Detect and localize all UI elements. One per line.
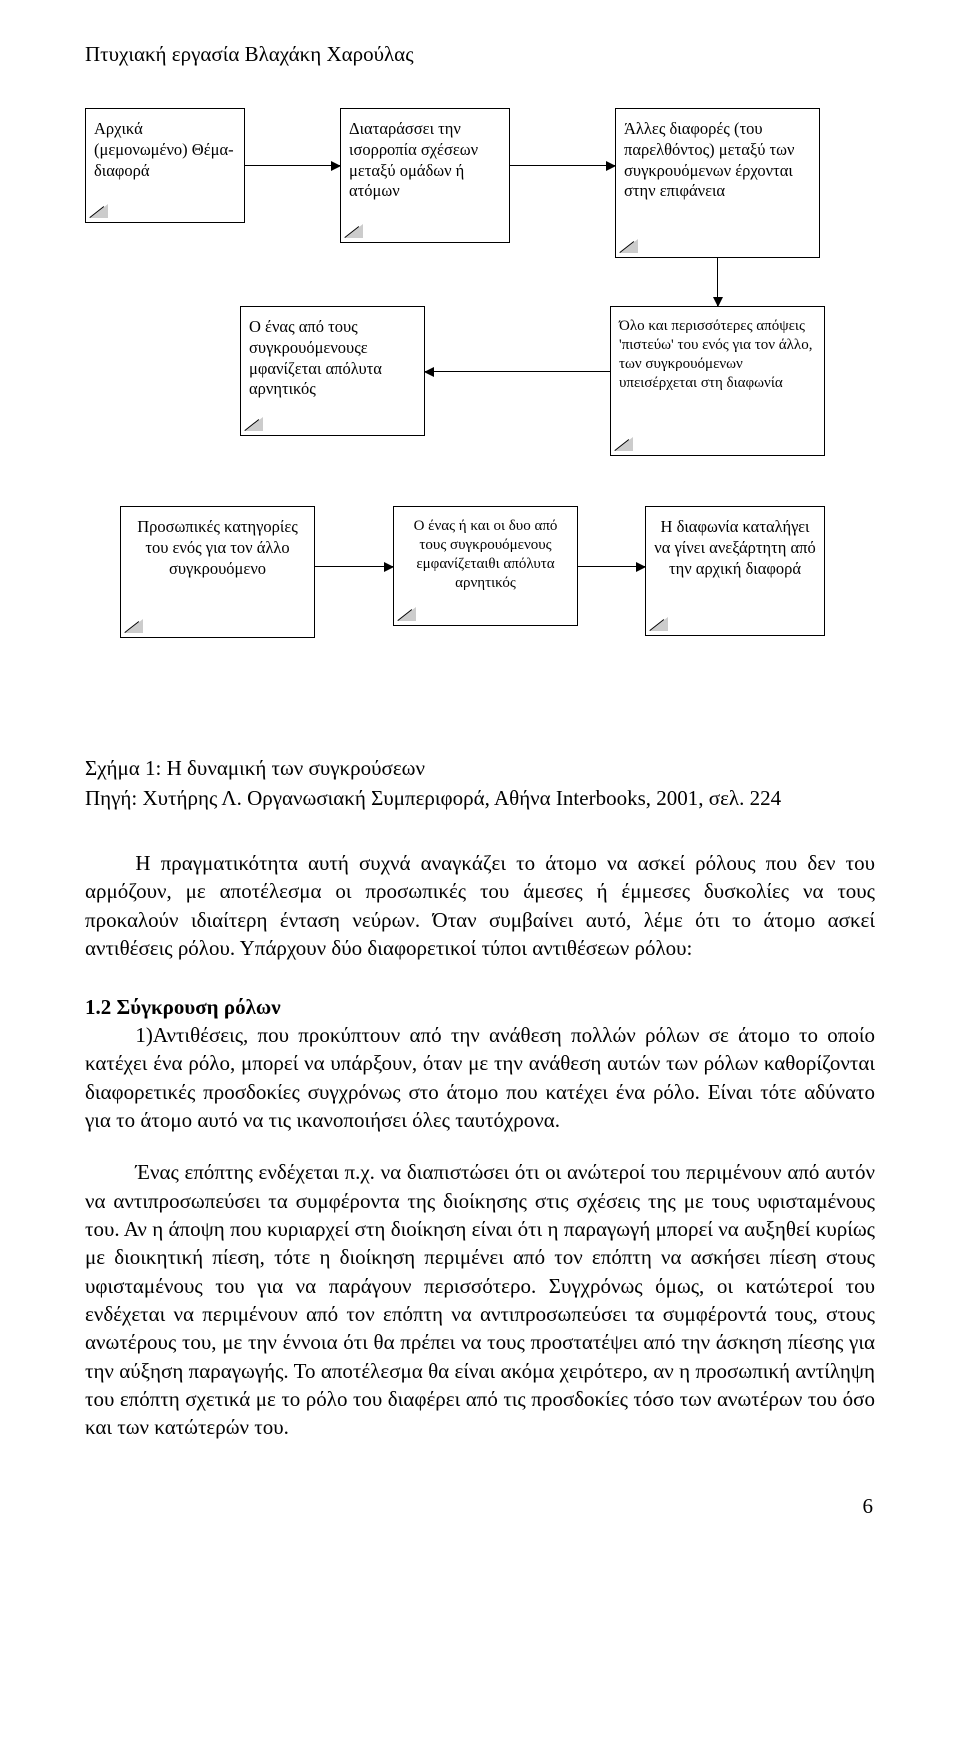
- flow-box-1-text: Αρχικά (μεμονωμένο) Θέμα-διαφορά: [94, 119, 236, 181]
- flow-box-6-text: Προσωπικές κατηγορίες του ενός για τον ά…: [129, 517, 306, 579]
- fold-icon: [90, 204, 108, 218]
- flow-box-8-text: Η διαφωνία καταλήγει να γίνει ανεξάρτητη…: [654, 517, 816, 579]
- figure-caption: Σχήμα 1: Η δυναμική των συγκρούσεων Πηγή…: [85, 754, 875, 813]
- flow-box-1: Αρχικά (μεμονωμένο) Θέμα-διαφορά: [85, 108, 245, 223]
- fold-icon: [398, 607, 416, 621]
- arrow: [425, 371, 610, 372]
- flow-box-7: Ο ένας ή και οι δυο από τους συγκρουόμεν…: [393, 506, 578, 626]
- paragraph-2-text: 1)Αντιθέσεις, που προκύπτουν από την ανά…: [85, 1021, 875, 1134]
- flow-box-3: Άλλες διαφορές (του παρελθόντος) μεταξύ …: [615, 108, 820, 258]
- fold-icon: [650, 617, 668, 631]
- fold-icon: [245, 417, 263, 431]
- flow-box-8: Η διαφωνία καταλήγει να γίνει ανεξάρτητη…: [645, 506, 825, 636]
- arrow: [510, 165, 615, 166]
- page-header: Πτυχιακή εργασία Βλαχάκη Χαρούλας: [85, 40, 875, 68]
- fold-icon: [620, 239, 638, 253]
- paragraph-1-text: Η πραγματικότητα αυτή συχνά αναγκάζει το…: [85, 849, 875, 962]
- paragraph-3-text: Ένας επόπτης ενδέχεται π.χ. να διαπιστώσ…: [85, 1158, 875, 1441]
- paragraph-3: Ένας επόπτης ενδέχεται π.χ. να διαπιστώσ…: [85, 1158, 875, 1441]
- paragraph-2: 1)Αντιθέσεις, που προκύπτουν από την ανά…: [85, 1021, 875, 1134]
- section-heading: 1.2 Σύγκρουση ρόλων: [85, 993, 875, 1021]
- flowchart: Αρχικά (μεμονωμένο) Θέμα-διαφορά Διαταρά…: [85, 108, 875, 748]
- caption-line-1: Σχήμα 1: Η δυναμική των συγκρούσεων: [85, 754, 875, 783]
- arrow: [315, 566, 393, 567]
- flow-box-4-text: Ο ένας από τους συγκρουόμενουςε μφανίζετ…: [249, 317, 416, 400]
- arrow: [578, 566, 645, 567]
- arrow: [245, 165, 340, 166]
- arrow: [717, 258, 718, 306]
- fold-icon: [345, 224, 363, 238]
- flow-box-5: Όλο και περισσότερες απόψεις 'πιστεύω' τ…: [610, 306, 825, 456]
- flow-box-5-text: Όλο και περισσότερες απόψεις 'πιστεύω' τ…: [619, 317, 816, 392]
- paragraph-1: Η πραγματικότητα αυτή συχνά αναγκάζει το…: [85, 849, 875, 962]
- page-number: 6: [85, 1492, 875, 1520]
- fold-icon: [615, 437, 633, 451]
- flow-box-4: Ο ένας από τους συγκρουόμενουςε μφανίζετ…: [240, 306, 425, 436]
- flow-box-2: Διαταράσσει την ισορροπία σχέσεων μεταξύ…: [340, 108, 510, 243]
- fold-icon: [125, 619, 143, 633]
- flow-box-2-text: Διαταράσσει την ισορροπία σχέσεων μεταξύ…: [349, 119, 501, 202]
- flow-box-3-text: Άλλες διαφορές (του παρελθόντος) μεταξύ …: [624, 119, 811, 202]
- flow-box-7-text: Ο ένας ή και οι δυο από τους συγκρουόμεν…: [402, 517, 569, 592]
- flow-box-6: Προσωπικές κατηγορίες του ενός για τον ά…: [120, 506, 315, 638]
- caption-line-2: Πηγή: Χυτήρης Λ. Οργανωσιακή Συμπεριφορά…: [85, 784, 875, 813]
